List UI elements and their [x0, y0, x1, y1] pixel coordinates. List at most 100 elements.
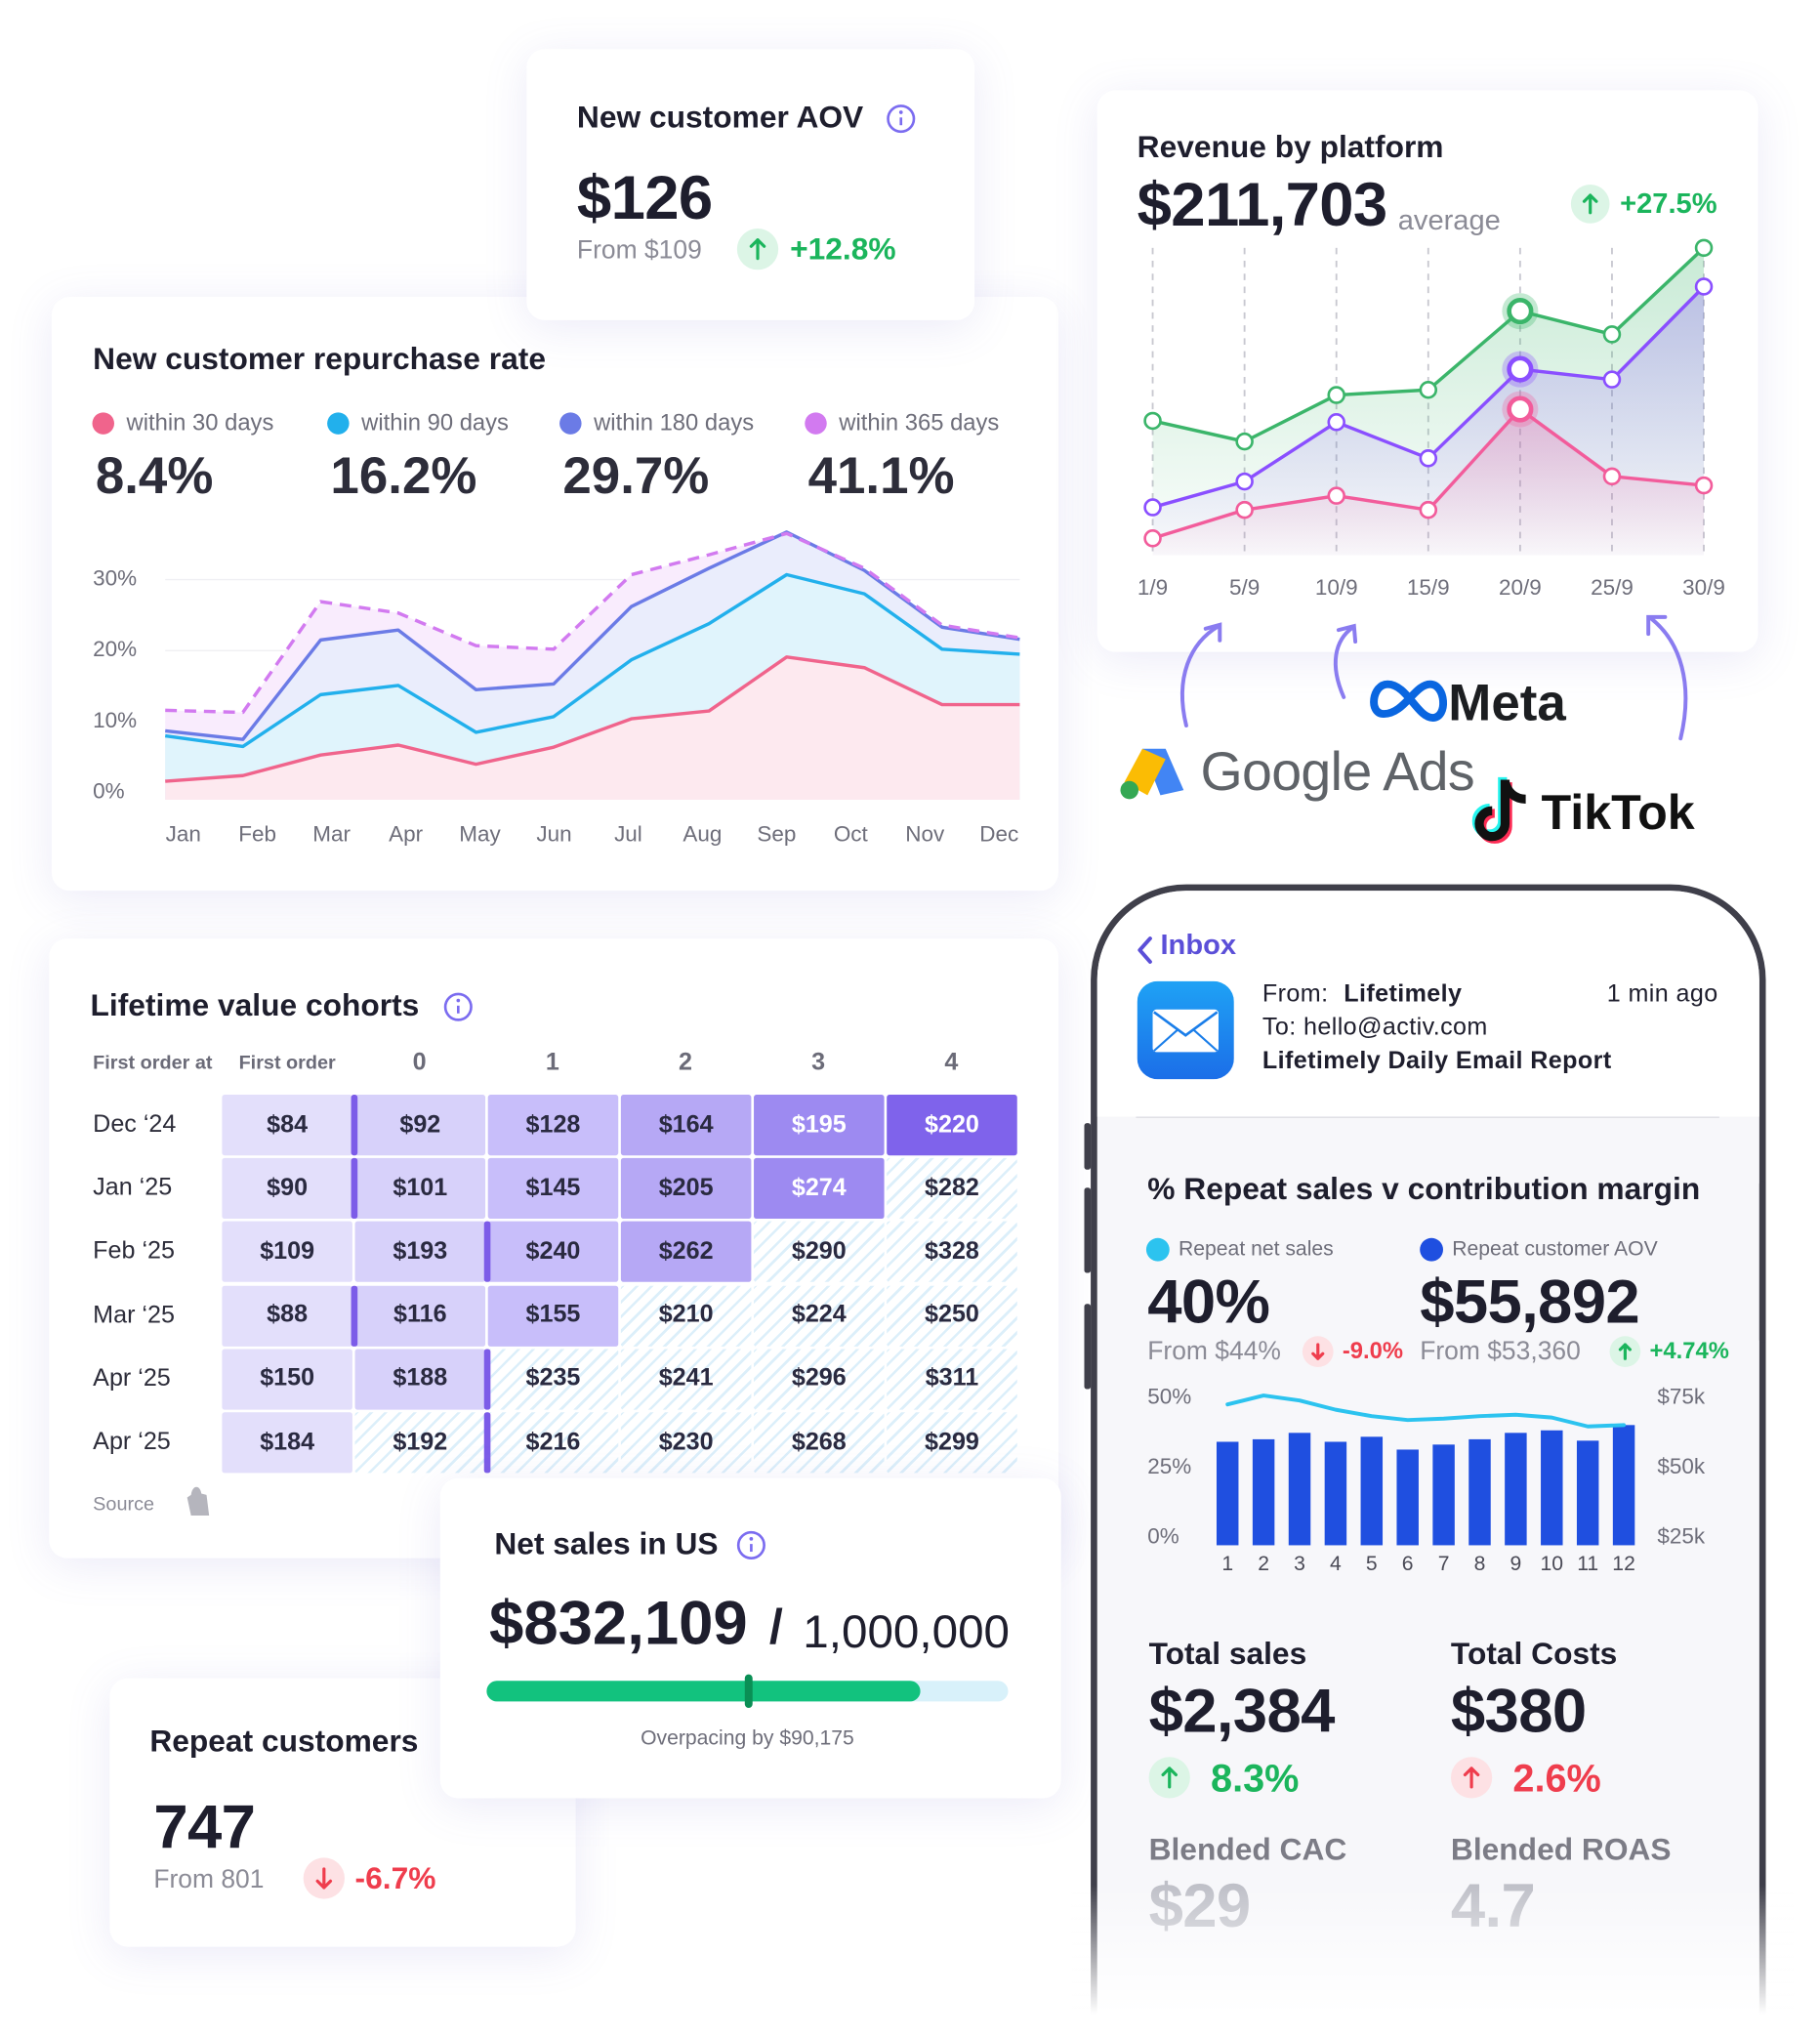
x-tick-label: 3 — [1294, 1553, 1305, 1575]
recipient: To: hello@activ.com — [1262, 1014, 1488, 1042]
pace-marker — [744, 1674, 753, 1709]
arrow — [1582, 193, 1598, 215]
row-label: Feb ‘25 — [93, 1237, 175, 1266]
y2-tick-label: $25k — [1657, 1523, 1705, 1548]
x-tick-label: Feb — [238, 821, 276, 846]
x-tick-label: Apr — [389, 821, 423, 846]
change: +12.8% — [790, 231, 896, 268]
point — [1602, 370, 1622, 389]
arrow — [1311, 1343, 1325, 1360]
info-ring — [443, 992, 473, 1021]
info-ring — [736, 1530, 765, 1559]
legend-label: within 90 days — [361, 409, 509, 436]
meta-logo — [1370, 680, 1448, 722]
cohort-cell: $101 — [354, 1158, 486, 1220]
legend-dot — [92, 412, 114, 435]
cohort-marker — [483, 1222, 491, 1283]
cohort-cell: $145 — [487, 1158, 619, 1220]
lines — [164, 530, 1020, 783]
metric-value: $380 — [1450, 1678, 1587, 1747]
comparison: From $109 — [576, 235, 702, 266]
legend-dot — [1420, 1237, 1443, 1262]
cohort-marker — [483, 1412, 491, 1474]
x-tick-label: 11 — [1577, 1553, 1598, 1575]
shopify-icon — [186, 1486, 210, 1517]
series-summary: 40% — [1147, 1268, 1270, 1338]
info-icon[interactable] — [887, 104, 916, 134]
cohort-cell: $220 — [887, 1095, 1017, 1156]
back-link: Inbox — [1160, 928, 1237, 961]
point — [1507, 355, 1534, 383]
cohort-cell: $268 — [754, 1412, 885, 1474]
x-tick-label: Jun — [536, 821, 571, 846]
y-tick-label: 0% — [1147, 1523, 1179, 1548]
y-tick-label: 25% — [1147, 1454, 1191, 1478]
change-arrow — [736, 228, 779, 270]
info-dot — [898, 110, 903, 114]
cohort-cell: $216 — [487, 1412, 619, 1474]
x-tick-label: 20/9 — [1499, 575, 1542, 600]
row-label: Apr ‘25 — [93, 1364, 171, 1393]
change-arrow — [1302, 1336, 1334, 1367]
revenue-card: 1/9 5/9 10/9 15/9 20/9 25/9 30/9 Revenue by pla… — [1096, 90, 1758, 652]
cohort-cell: $92 — [354, 1095, 486, 1156]
row-label: Mar ‘25 — [93, 1301, 175, 1329]
bar — [1216, 1441, 1239, 1546]
cohort-cell: $128 — [487, 1095, 619, 1156]
cohort-cell: $296 — [754, 1349, 885, 1410]
y-tick-label: 0% — [93, 779, 124, 804]
series-summary: 29.7% — [562, 447, 710, 505]
x-tick-label: Sep — [757, 821, 796, 846]
tiktok-logo — [1471, 776, 1526, 844]
column-header: First order — [238, 1052, 336, 1074]
bar — [1468, 1438, 1491, 1546]
bar — [1505, 1433, 1527, 1546]
change-arrow — [303, 1857, 345, 1899]
change-arrow — [1609, 1336, 1641, 1367]
net-sales-card: Net sales in US $832,109 / 1,000,000 Overpac… — [439, 1477, 1061, 1799]
cohort-cell: $250 — [887, 1285, 1017, 1347]
aov-card: New customer AOV $126 From $109 +12.8% — [526, 49, 975, 320]
bar — [1288, 1433, 1311, 1546]
cohort-cell: $262 — [620, 1222, 752, 1283]
arrows — [1179, 614, 1688, 741]
cohort-cell: $224 — [754, 1285, 885, 1347]
x-tick-label: 4 — [1330, 1553, 1342, 1575]
x-tick-label: 25/9 — [1591, 575, 1634, 600]
x-tick-label: 10 — [1541, 1553, 1564, 1575]
timestamp: 1 min ago — [1606, 980, 1718, 1008]
cohort-cell: $88 — [222, 1285, 352, 1347]
chart-title: New customer repurchase rate — [93, 342, 546, 377]
bar — [1612, 1425, 1635, 1546]
point — [1507, 395, 1534, 423]
info-icon[interactable] — [736, 1530, 765, 1559]
cohort-cell: $241 — [620, 1349, 752, 1410]
arrow — [749, 238, 766, 261]
legend-dot — [559, 412, 582, 435]
comparison: From $44% — [1147, 1337, 1281, 1366]
arrow — [1463, 1767, 1480, 1789]
repurchase-card: 0% 10% 20% 30% Jan Feb Mar Apr May Jun Jul Aug Sep Oc… — [51, 297, 1059, 892]
change: 2.6% — [1512, 1757, 1601, 1801]
bottom-fade — [1071, 1885, 1795, 2037]
y2-tick-label: $75k — [1657, 1385, 1705, 1409]
cohort-cell: $193 — [354, 1222, 486, 1283]
cohort-cell: $282 — [887, 1158, 1017, 1220]
series-line — [165, 530, 1020, 741]
back-chevron[interactable] — [1134, 935, 1157, 966]
column-header: 0 — [412, 1049, 427, 1076]
cohort-cell: $84 — [222, 1095, 352, 1156]
arrow — [1161, 1767, 1178, 1789]
info-icon[interactable] — [443, 992, 473, 1021]
point — [1143, 529, 1162, 548]
bar — [1324, 1441, 1347, 1546]
info-ring — [887, 104, 916, 134]
x-tick-label: 12 — [1612, 1553, 1635, 1575]
x-tick-label: 5/9 — [1229, 575, 1260, 600]
column-header: 1 — [545, 1049, 559, 1076]
google-ads-logo — [1120, 748, 1184, 800]
card-title: New customer AOV — [576, 100, 864, 136]
change: -9.0% — [1342, 1337, 1404, 1364]
x-tick-label: 30/9 — [1682, 575, 1725, 600]
point — [1419, 380, 1438, 399]
